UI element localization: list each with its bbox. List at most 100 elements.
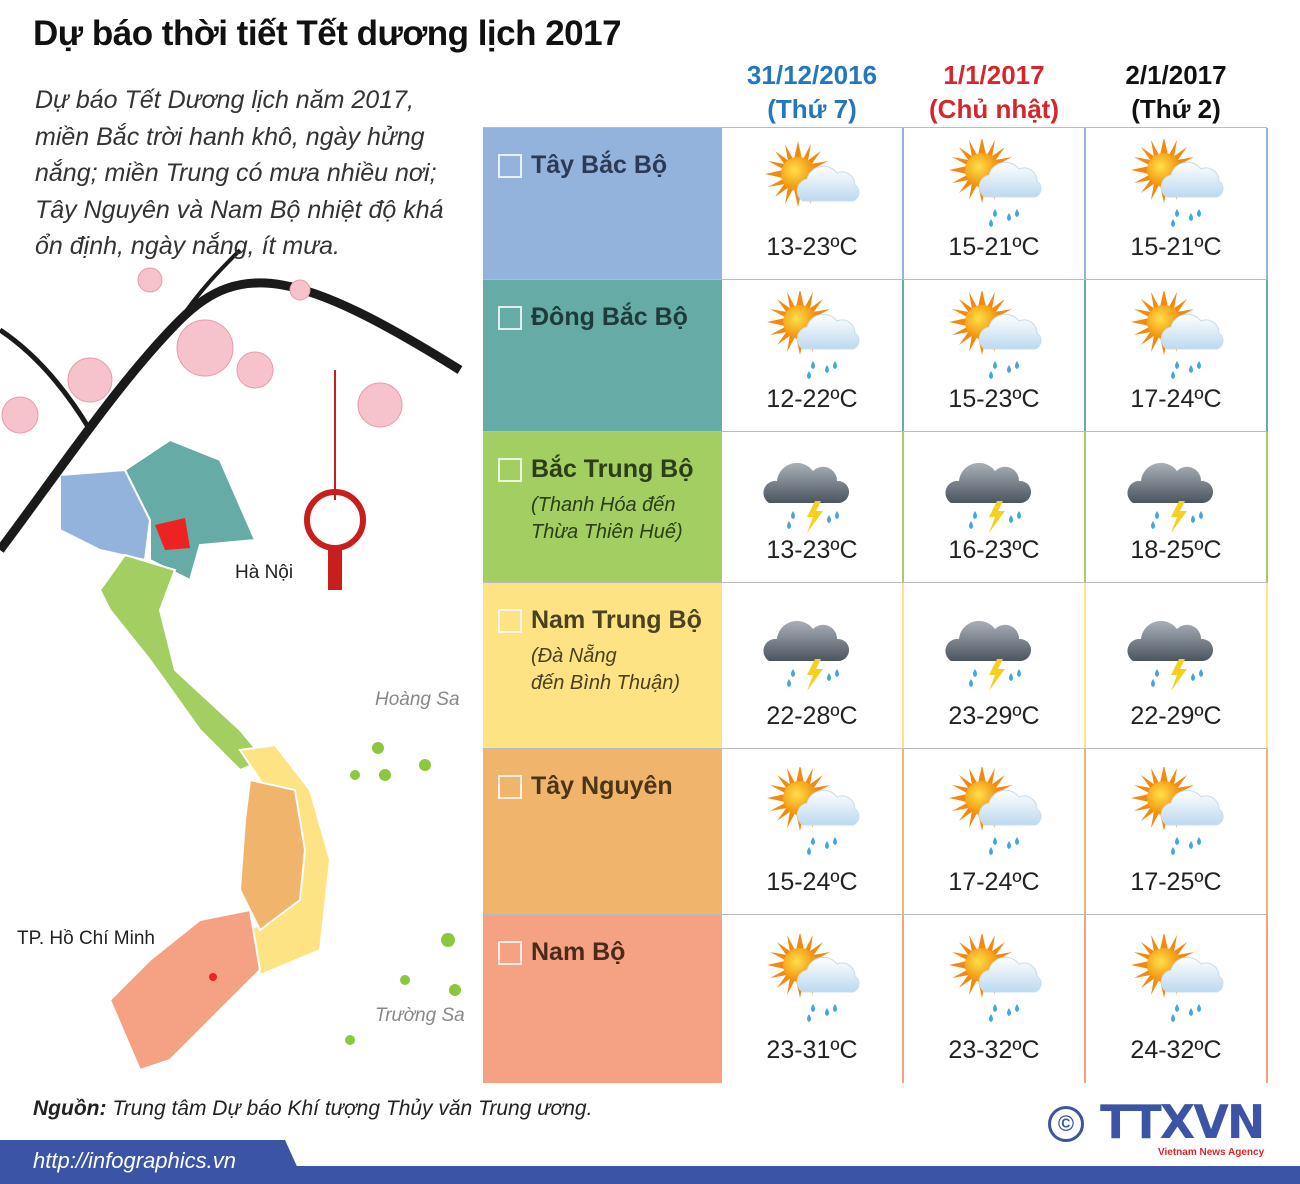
website-link[interactable]: http://infographics.vn	[33, 1148, 237, 1173]
map-label-hcm: TP. Hồ Chí Minh	[17, 928, 155, 949]
region-checkbox[interactable]	[498, 458, 522, 482]
column-divider	[1266, 280, 1268, 432]
forecast-cell: 23-29ºC	[903, 583, 1085, 749]
temperature-range: 15-24ºC	[766, 868, 858, 896]
forecast-cell: 17-25ºC	[1085, 749, 1267, 915]
column-header: 2/1/2017 (Thứ 2)	[1085, 58, 1267, 126]
temperature-range: 16-23ºC	[948, 536, 1040, 564]
column-divider	[720, 128, 722, 280]
forecast-cell: 17-24ºC	[903, 749, 1085, 915]
sun-cloud-icon	[765, 141, 860, 207]
temperature-range: 22-28ºC	[766, 702, 858, 730]
region-subtitle-line: Thừa Thiên Huế)	[531, 521, 683, 543]
region-checkbox[interactable]	[498, 609, 522, 633]
column-divider	[1084, 432, 1086, 583]
temperature-range: 24-32ºC	[1130, 1036, 1222, 1064]
intro-text: Dự báo Tết Dương lịch năm 2017, miền Bắc…	[35, 86, 444, 260]
forecast-cell: 22-28ºC	[721, 583, 903, 749]
temperature-range: 22-29ºC	[1130, 702, 1222, 730]
forecast-row: Tây Nguyên 15-24ºC 17-24ºC 17-25ºC	[483, 748, 1268, 915]
region-checkbox[interactable]	[498, 154, 522, 178]
region-name: Nam Trung Bộ	[531, 606, 702, 634]
column-divider	[902, 583, 904, 749]
logo-tagline: Vietnam News Agency	[1158, 1147, 1265, 1158]
map-label-hoang-sa: Hoàng Sa	[375, 689, 460, 710]
forecast-cell: 16-23ºC	[903, 432, 1085, 583]
sun-cloud-rain-icon	[1131, 767, 1224, 855]
sun-cloud-rain-icon	[1131, 934, 1224, 1022]
temperature-range: 13-23ºC	[766, 233, 858, 261]
column-divider	[1084, 749, 1086, 915]
copyright-icon: ©	[1048, 1106, 1084, 1142]
region-subtitle-line: (Thanh Hóa đến	[531, 494, 676, 516]
region-name: Nam Bộ	[531, 938, 626, 966]
column-date: 31/12/2016	[746, 60, 878, 90]
vietnam-map	[59, 438, 461, 1072]
blossom-branch-illustration	[0, 248, 463, 590]
storm-cloud-icon	[1127, 620, 1214, 691]
temperature-range: 23-32ºC	[948, 1036, 1040, 1064]
forecast-row: Đông Bắc Bộ 12-22ºC 15-23ºC 17-24ºC	[483, 279, 1268, 432]
map-label-truong-sa: Trường Sa	[375, 1005, 465, 1026]
sun-cloud-rain-icon	[1131, 291, 1224, 379]
column-divider	[1084, 915, 1086, 1083]
temperature-range: 13-23ºC	[766, 536, 858, 564]
temperature-range: 17-24ºC	[948, 868, 1040, 896]
forecast-cell: 15-24ºC	[721, 749, 903, 915]
temperature-range: 15-21ºC	[948, 233, 1040, 261]
map-label-hanoi: Hà Nội	[235, 562, 294, 583]
forecast-cell: 12-22ºC	[721, 280, 903, 432]
region-subtitle: (Đà Nẵng đến Bình Thuận)	[531, 643, 716, 697]
region-cell: Bắc Trung Bộ (Thanh Hóa đến Thừa Thiên Hu…	[483, 432, 721, 583]
ttxvn-logo: © TTXVN Vietnam News Agency	[1048, 1095, 1268, 1162]
column-divider	[1084, 128, 1086, 280]
forecast-row: Nam Trung Bộ (Đà Nẵng đến Bình Thuận) 22-…	[483, 582, 1268, 749]
region-cell: Tây Bắc Bộ	[483, 128, 721, 280]
column-header: 1/1/2017 (Chủ nhật)	[903, 58, 1085, 126]
region-name: Đông Bắc Bộ	[531, 303, 688, 331]
forecast-cell: 15-21ºC	[903, 128, 1085, 280]
column-divider	[1266, 128, 1268, 280]
forecast-cell: 23-32ºC	[903, 915, 1085, 1083]
temperature-range: 23-29ºC	[948, 702, 1040, 730]
temperature-range: 12-22ºC	[766, 385, 858, 413]
column-date: 2/1/2017	[1125, 60, 1227, 90]
logo-name: TTXVN	[1100, 1095, 1265, 1149]
sun-cloud-rain-icon	[949, 934, 1042, 1022]
region-checkbox[interactable]	[498, 775, 522, 799]
temperature-range: 18-25ºC	[1130, 536, 1222, 564]
sun-cloud-rain-icon	[767, 934, 860, 1022]
column-divider	[1266, 583, 1268, 749]
storm-cloud-icon	[763, 620, 850, 691]
storm-cloud-icon	[945, 462, 1032, 533]
column-day: (Thứ 2)	[1131, 94, 1221, 124]
region-checkbox[interactable]	[498, 941, 522, 965]
temperature-range: 17-24ºC	[1130, 385, 1222, 413]
region-checkbox[interactable]	[498, 306, 522, 330]
column-divider	[902, 432, 904, 583]
column-divider	[902, 128, 904, 280]
sun-cloud-rain-icon	[767, 767, 860, 855]
forecast-cell: 13-23ºC	[721, 128, 903, 280]
url-bar	[0, 1140, 305, 1184]
sun-cloud-rain-icon	[949, 139, 1042, 227]
column-divider	[720, 432, 722, 583]
region-cell: Nam Bộ	[483, 915, 721, 1083]
region-subtitle-line: (Đà Nẵng	[531, 645, 617, 667]
sun-cloud-rain-icon	[949, 291, 1042, 379]
source-text: Trung tâm Dự báo Khí tượng Thủy văn Trun…	[106, 1097, 593, 1120]
column-divider	[902, 915, 904, 1083]
forecast-cell: 13-23ºC	[721, 432, 903, 583]
column-divider	[720, 583, 722, 749]
forecast-cell: 22-29ºC	[1085, 583, 1267, 749]
column-divider	[720, 749, 722, 915]
storm-cloud-icon	[1127, 462, 1214, 533]
source-label: Nguồn:	[33, 1097, 107, 1120]
column-divider	[720, 280, 722, 432]
column-header: 31/12/2016 (Thứ 7)	[721, 58, 903, 126]
column-divider	[902, 280, 904, 432]
forecast-row: Bắc Trung Bộ (Thanh Hóa đến Thừa Thiên Hu…	[483, 431, 1268, 583]
forecast-cell: 17-24ºC	[1085, 280, 1267, 432]
column-divider	[1266, 749, 1268, 915]
region-name: Tây Bắc Bộ	[531, 151, 668, 179]
